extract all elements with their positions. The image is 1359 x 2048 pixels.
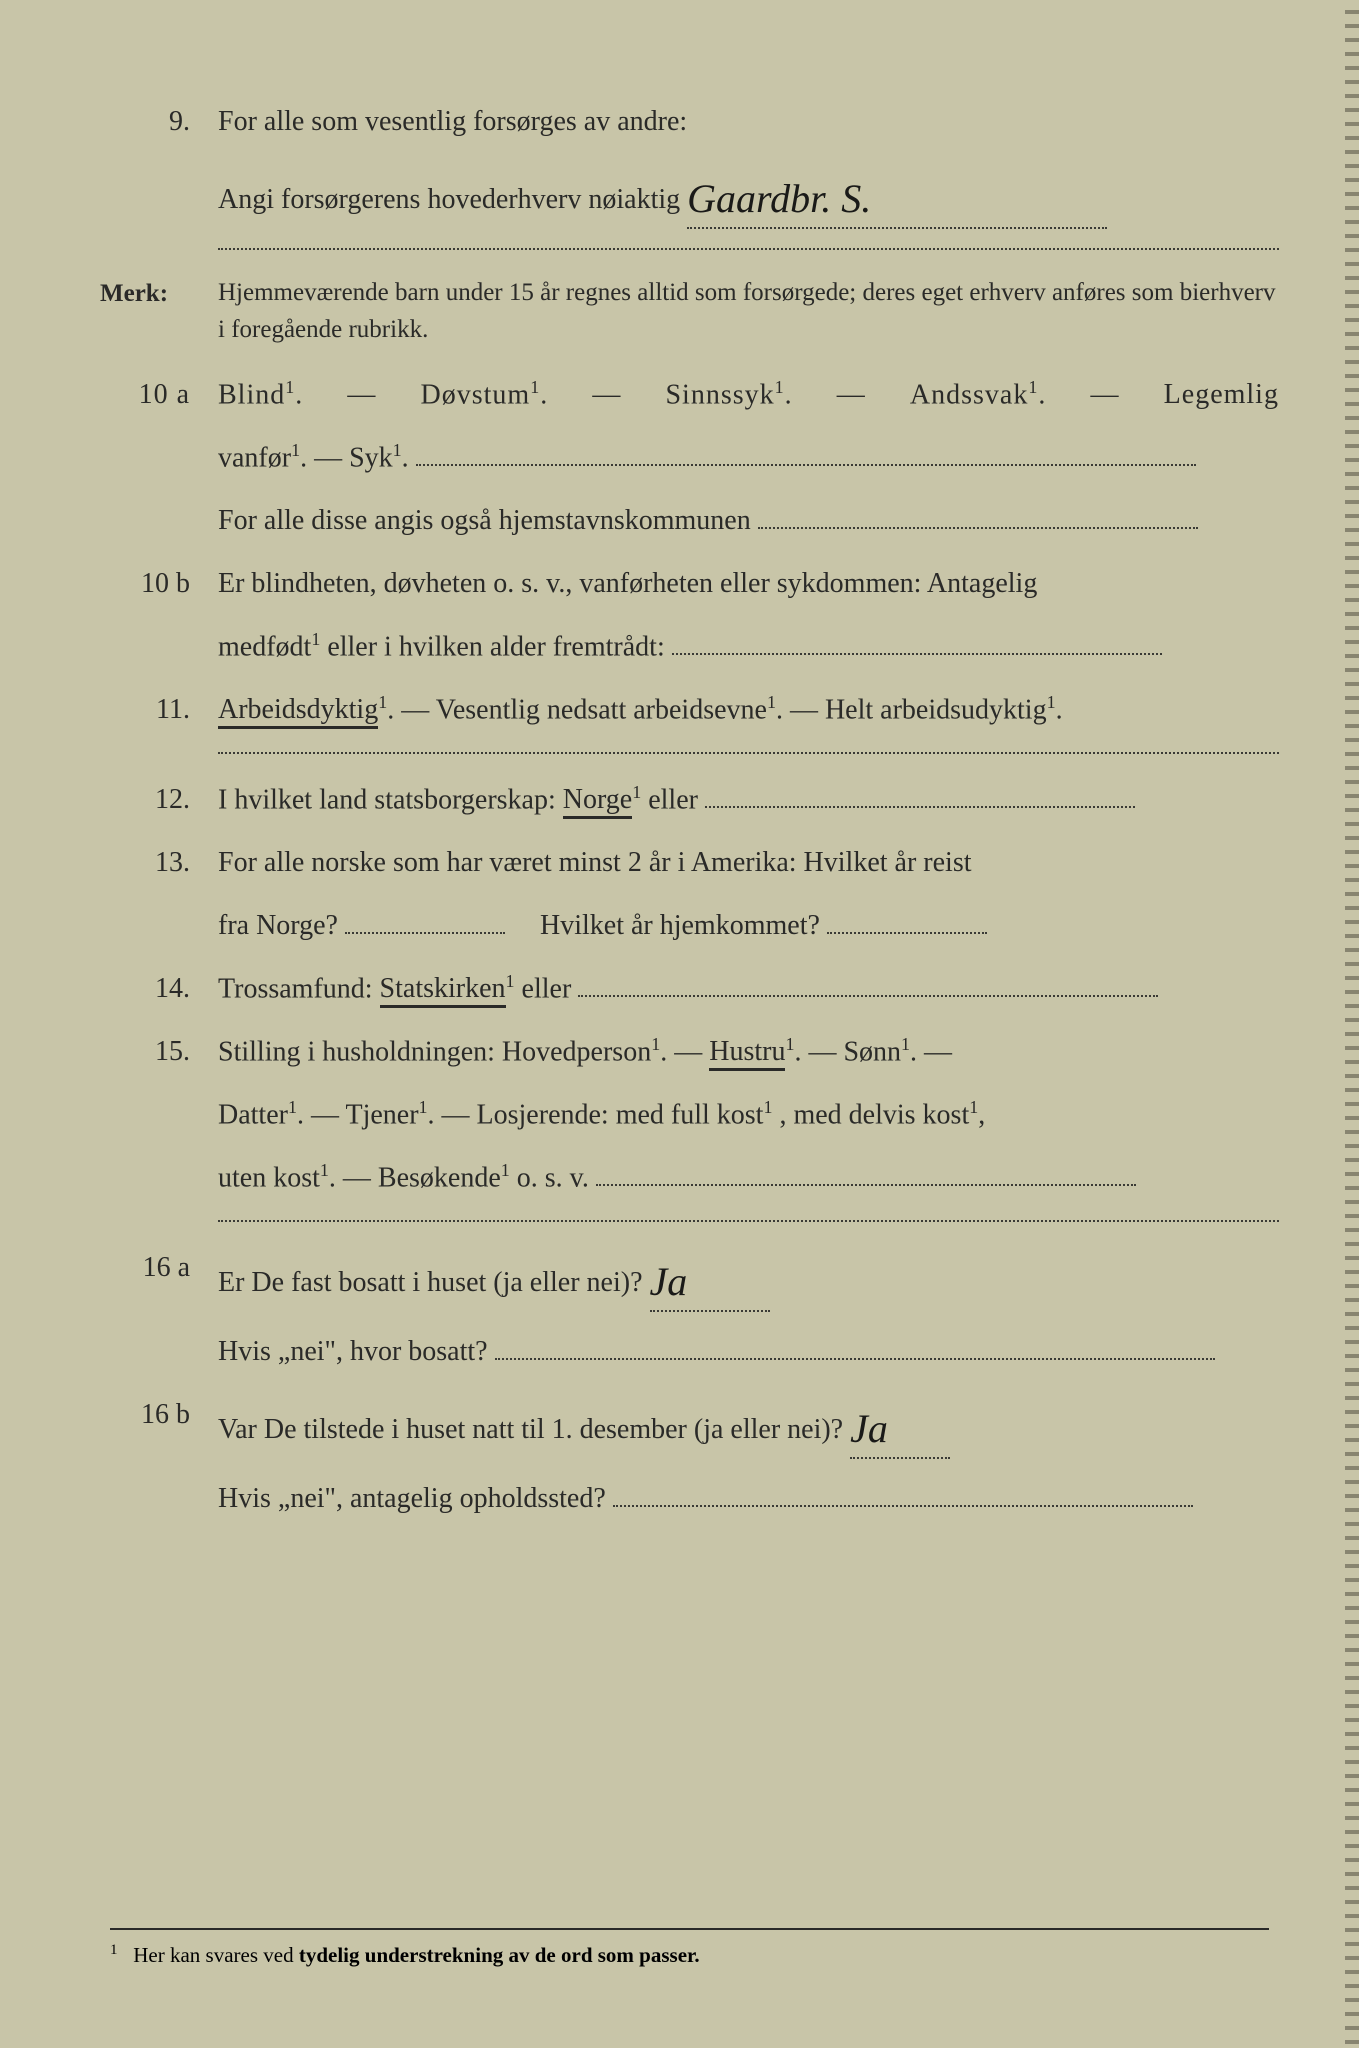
divider: [218, 1219, 1279, 1222]
q16b-blank: [613, 1505, 1193, 1507]
q9-answer-line: Gaardbr. S.: [687, 163, 1107, 229]
question-10a-line3: For alle disse angis også hjemstavnskomm…: [100, 499, 1279, 544]
q16b-answer: Ja: [850, 1393, 950, 1459]
q14-number: 14.: [100, 967, 218, 1012]
q15-selected: Hustru: [709, 1036, 785, 1071]
merk-note: Merk: Hjemmeværende barn under 15 år reg…: [100, 274, 1279, 349]
q16a-answer: Ja: [650, 1246, 770, 1312]
q16b-number: 16 b: [100, 1393, 218, 1438]
question-14: 14. Trossamfund: Statskirken1 eller: [100, 967, 1279, 1012]
question-12: 12. I hvilket land statsborgerskap: Norg…: [100, 778, 1279, 823]
footnote: 1 Her kan svares ved tydelig understrekn…: [110, 1928, 1269, 1968]
q15-blank: [596, 1184, 1136, 1186]
question-16b-line2: Hvis „nei", antagelig opholdssted?: [100, 1477, 1279, 1522]
question-9-line2: Angi forsørgerens hovederhverv nøiaktig …: [100, 163, 1279, 229]
q9-handwritten: Gaardbr. S.: [687, 176, 871, 221]
q16b-handwritten: Ja: [850, 1406, 888, 1451]
q13-blank1: [345, 932, 505, 934]
q9-content: For alle som vesentlig forsørges av andr…: [218, 100, 1279, 145]
q16a-blank: [495, 1358, 1215, 1360]
perforated-edge: [1345, 0, 1359, 2048]
question-16a: 16 a Er De fast bosatt i huset (ja eller…: [100, 1246, 1279, 1312]
question-16a-line2: Hvis „nei", hvor bosatt?: [100, 1330, 1279, 1375]
question-9: 9. For alle som vesentlig forsørges av a…: [100, 100, 1279, 145]
question-10b: 10 b Er blindheten, døvheten o. s. v., v…: [100, 562, 1279, 607]
q13-blank2: [827, 932, 987, 934]
q10b-blank: [672, 653, 1162, 655]
question-10a: 10 a Blind1. — Døvstum1. — Sinnssyk1. — …: [100, 373, 1279, 418]
q9-line2-label: Angi forsørgerens hovederhverv nøiaktig: [218, 184, 680, 215]
question-15-line3: uten kost1. — Besøkende1 o. s. v.: [100, 1156, 1279, 1201]
q11-number: 11.: [100, 688, 218, 733]
q9-line1: For alle som vesentlig forsørges av andr…: [218, 106, 687, 137]
question-15-line2: Datter1. — Tjener1. — Losjerende: med fu…: [100, 1093, 1279, 1138]
q16a-handwritten: Ja: [650, 1259, 688, 1304]
q13-number: 13.: [100, 841, 218, 886]
q10a-number: 10 a: [100, 373, 218, 418]
question-11: 11. Arbeidsdyktig1. — Vesentlig nedsatt …: [100, 688, 1279, 733]
q14-blank: [578, 995, 1158, 997]
question-16b: 16 b Var De tilstede i huset natt til 1.…: [100, 1393, 1279, 1459]
q12-number: 12.: [100, 778, 218, 823]
q15-number: 15.: [100, 1030, 218, 1075]
q10a-blank2: [758, 527, 1198, 529]
q16a-number: 16 a: [100, 1246, 218, 1291]
question-13: 13. For alle norske som har været minst …: [100, 841, 1279, 886]
divider: [218, 751, 1279, 754]
q14-selected: Statskirken: [380, 973, 506, 1008]
census-form-page: 9. For alle som vesentlig forsørges av a…: [0, 0, 1359, 1600]
q10a-blank: [416, 464, 1196, 466]
divider: [218, 247, 1279, 250]
question-13-line2: fra Norge? Hvilket år hjemkommet?: [100, 904, 1279, 949]
question-10a-line2: vanfør1. — Syk1.: [100, 436, 1279, 481]
q12-blank: [705, 806, 1135, 808]
question-15: 15. Stilling i husholdningen: Hovedperso…: [100, 1030, 1279, 1075]
q10b-number: 10 b: [100, 562, 218, 607]
merk-text: Hjemmeværende barn under 15 år regnes al…: [218, 274, 1279, 349]
merk-label: Merk:: [100, 274, 218, 349]
q12-selected: Norge: [563, 784, 632, 819]
question-10b-line2: medfødt1 eller i hvilken alder fremtrådt…: [100, 625, 1279, 670]
q9-number: 9.: [100, 100, 218, 145]
q11-selected: Arbeidsdyktig: [218, 694, 378, 729]
